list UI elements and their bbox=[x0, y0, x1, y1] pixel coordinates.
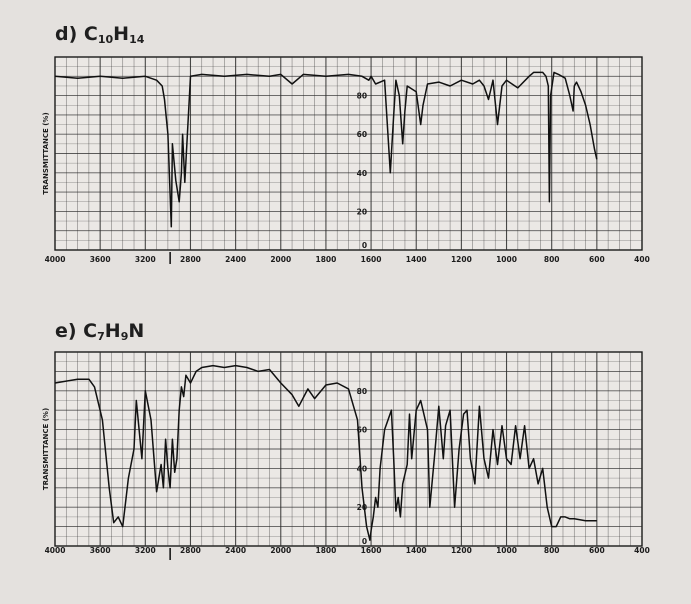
x-tick-label: 2000 bbox=[270, 255, 291, 264]
grid bbox=[55, 57, 642, 250]
title-part: 7 bbox=[97, 330, 105, 343]
panel-title: e) C7H9N bbox=[55, 320, 144, 343]
x-tick-label: 3600 bbox=[90, 255, 111, 264]
panel-title: d) C10H14 bbox=[55, 23, 145, 46]
x-tick-label: 2800 bbox=[180, 255, 201, 264]
y-tick-label: 0 bbox=[362, 241, 367, 250]
x-tick-label: 1600 bbox=[361, 546, 382, 555]
title-part: H bbox=[113, 23, 129, 45]
x-tick-label: 800 bbox=[544, 546, 560, 555]
x-tick-label: 400 bbox=[634, 546, 650, 555]
spectrum-line bbox=[54, 364, 597, 541]
y-tick-label: 40 bbox=[357, 464, 367, 473]
y-axis-label: TRANSMITTANCE (%) bbox=[42, 408, 50, 490]
x-tick-label: 1200 bbox=[451, 546, 472, 555]
x-tick-label: 3200 bbox=[135, 546, 156, 555]
x-tick-label: 1400 bbox=[406, 255, 427, 264]
y-tick-labels: 80 60 40 20 0 bbox=[357, 387, 367, 546]
x-tick-labels: 4000 3600 3200 2800 2400 2000 1800 1600 1400 1200… bbox=[45, 255, 650, 264]
y-tick-label: 20 bbox=[357, 503, 367, 512]
title-part: 10 bbox=[98, 33, 114, 46]
y-tick-label: 0 bbox=[362, 537, 367, 546]
x-tick-label: 1200 bbox=[451, 255, 472, 264]
title-part: H bbox=[105, 320, 121, 342]
x-tick-label: 1800 bbox=[315, 255, 336, 264]
y-tick-labels: 80 60 40 20 0 bbox=[357, 92, 367, 250]
x-tick-label: 1800 bbox=[315, 546, 336, 555]
x-tick-label: 4000 bbox=[45, 255, 66, 264]
spectrum-line bbox=[54, 71, 598, 228]
x-tick-label: 2400 bbox=[225, 546, 246, 555]
x-tick-label: 600 bbox=[589, 255, 605, 264]
x-tick-label: 1000 bbox=[496, 546, 517, 555]
title-part: e) C bbox=[55, 320, 97, 342]
y-tick-label: 80 bbox=[357, 92, 367, 101]
x-tick-label: 1400 bbox=[406, 546, 427, 555]
x-tick-label: 400 bbox=[634, 255, 650, 264]
title-part: N bbox=[128, 320, 144, 342]
x-tick-labels: 4000 3600 3200 2800 2400 2000 1800 1600 1400 1200… bbox=[45, 546, 650, 555]
x-tick-label: 800 bbox=[544, 255, 560, 264]
x-tick-label: 3600 bbox=[90, 546, 111, 555]
x-tick-label: 3200 bbox=[135, 255, 156, 264]
title-part: 14 bbox=[129, 33, 145, 46]
x-tick-label: 2400 bbox=[225, 255, 246, 264]
y-axis-label: TRANSMITTANCE (%) bbox=[42, 112, 50, 194]
x-tick-label: 2800 bbox=[180, 546, 201, 555]
x-tick-label: 600 bbox=[589, 546, 605, 555]
y-tick-label: 60 bbox=[357, 130, 367, 139]
y-tick-label: 20 bbox=[357, 207, 367, 216]
y-tick-label: 60 bbox=[357, 426, 367, 435]
x-tick-label: 2000 bbox=[270, 546, 291, 555]
x-tick-label: 1600 bbox=[361, 255, 382, 264]
title-part: 9 bbox=[121, 330, 129, 343]
x-tick-label: 4000 bbox=[45, 546, 66, 555]
y-tick-label: 80 bbox=[357, 387, 367, 396]
y-tick-label: 40 bbox=[357, 169, 367, 178]
title-part: d) C bbox=[55, 23, 98, 45]
x-tick-label: 1000 bbox=[496, 255, 517, 264]
